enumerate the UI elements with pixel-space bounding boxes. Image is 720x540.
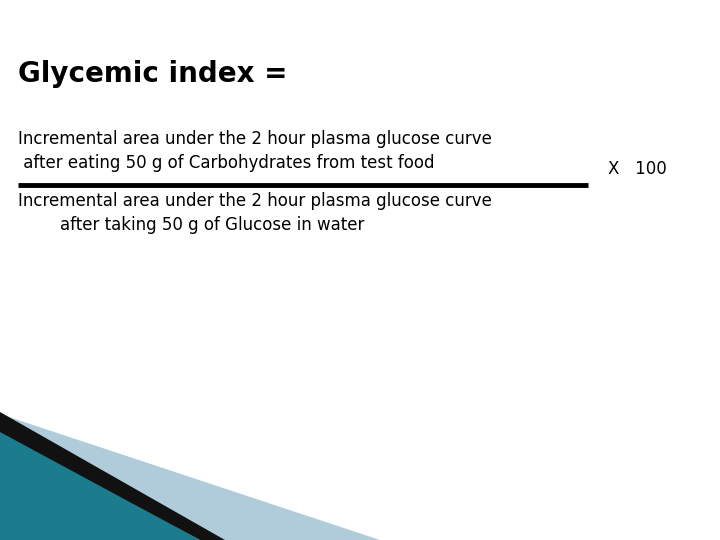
Text: Incremental area under the 2 hour plasma glucose curve
        after taking 50 g: Incremental area under the 2 hour plasma… [18, 192, 492, 234]
Polygon shape [0, 414, 380, 540]
Text: X   100: X 100 [608, 160, 667, 178]
Polygon shape [0, 412, 225, 540]
Polygon shape [0, 430, 200, 540]
Text: Incremental area under the 2 hour plasma glucose curve
 after eating 50 g of Car: Incremental area under the 2 hour plasma… [18, 130, 492, 172]
Text: Glycemic index =: Glycemic index = [18, 60, 287, 88]
